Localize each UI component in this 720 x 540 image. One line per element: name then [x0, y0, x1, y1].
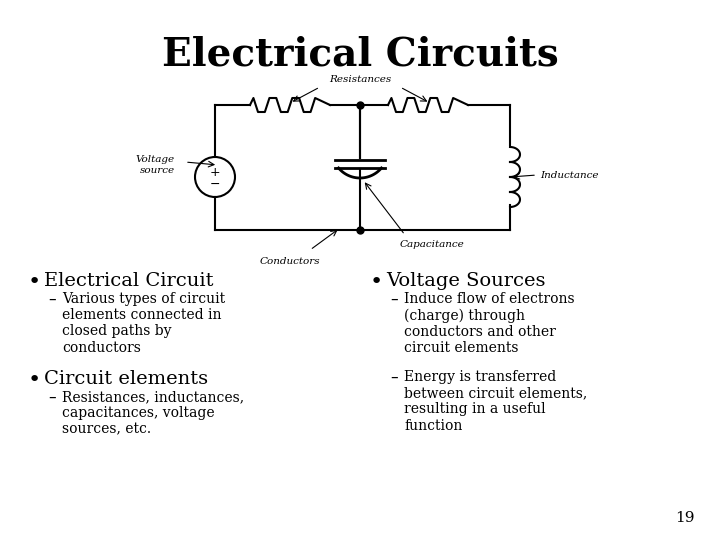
Text: Voltage
source: Voltage source — [136, 156, 175, 175]
Text: •: • — [28, 370, 41, 390]
Text: •: • — [28, 272, 41, 292]
Text: Conductors: Conductors — [260, 257, 320, 266]
Text: Induce flow of electrons
(charge) through
conductors and other
circuit elements: Induce flow of electrons (charge) throug… — [404, 292, 575, 355]
Text: Electrical Circuit: Electrical Circuit — [44, 272, 214, 290]
Text: –: – — [48, 390, 55, 405]
Text: +: + — [210, 165, 220, 179]
Text: Resistances, inductances,
capacitances, voltage
sources, etc.: Resistances, inductances, capacitances, … — [62, 390, 244, 436]
Text: Capacitance: Capacitance — [400, 240, 464, 249]
Text: −: − — [210, 178, 220, 191]
Text: Various types of circuit
elements connected in
closed paths by
conductors: Various types of circuit elements connec… — [62, 292, 225, 355]
Text: Voltage Sources: Voltage Sources — [386, 272, 546, 290]
Text: Resistances: Resistances — [329, 75, 391, 84]
Text: –: – — [390, 292, 397, 307]
Text: 19: 19 — [675, 511, 695, 525]
Text: –: – — [48, 292, 55, 307]
Text: •: • — [370, 272, 383, 292]
Text: Energy is transferred
between circuit elements,
resulting in a useful
function: Energy is transferred between circuit el… — [404, 370, 588, 433]
Text: Electrical Circuits: Electrical Circuits — [161, 35, 559, 73]
Text: Circuit elements: Circuit elements — [44, 370, 208, 388]
Text: –: – — [390, 370, 397, 385]
Text: Inductance: Inductance — [540, 171, 598, 179]
